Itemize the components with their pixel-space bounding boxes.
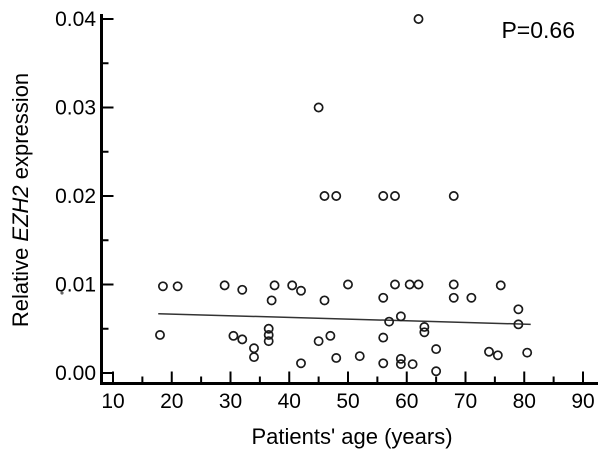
data-point (378, 332, 389, 343)
data-point (172, 281, 183, 292)
p-value-annotation: P=0.66 (501, 17, 575, 43)
data-point (296, 358, 306, 369)
data-point (331, 353, 342, 363)
data-point (263, 323, 274, 334)
data-point (404, 279, 415, 290)
data-point (313, 102, 324, 113)
data-point (378, 292, 389, 303)
data-point (513, 304, 524, 315)
x-axis-tick-label: 30 (219, 390, 242, 413)
y-axis-title-gene: EZH2 (8, 185, 33, 241)
data-point (522, 347, 533, 358)
data-point (313, 336, 324, 347)
x-axis-tick-label: 70 (454, 390, 477, 413)
data-point (319, 191, 330, 201)
data-point (484, 346, 494, 357)
data-point (331, 191, 342, 201)
y-axis-tick-label: 0.03 (55, 97, 96, 120)
data-point (287, 280, 298, 291)
y-axis-tick-label: 0.01 (55, 274, 96, 297)
data-point (269, 280, 280, 291)
data-point (319, 295, 330, 306)
data-point (431, 366, 442, 377)
data-point (395, 311, 406, 322)
x-axis-tick-label: 90 (571, 390, 594, 413)
data-point (263, 336, 274, 347)
data-point (390, 191, 400, 201)
data-point (419, 327, 430, 338)
data-point (448, 279, 459, 290)
data-point (413, 279, 424, 290)
data-point (354, 351, 365, 362)
data-point (249, 343, 259, 354)
data-point (492, 350, 503, 361)
x-axis-title: Patients' age (years) (251, 424, 452, 449)
data-point (325, 330, 336, 341)
data-point (395, 353, 406, 364)
trend-line-group (158, 312, 531, 326)
data-point (390, 279, 400, 290)
data-point (296, 285, 306, 296)
x-axis-tick-label: 40 (278, 390, 301, 413)
y-axis-tick-label: 0.00 (55, 362, 96, 385)
y-axis-tick-label: 0.02 (55, 185, 96, 208)
data-point (466, 292, 477, 303)
data-point (413, 14, 424, 24)
x-axis-tick-label: 60 (395, 390, 418, 413)
y-axis-title: Relative EZH2 expression (8, 73, 33, 327)
data-point (155, 329, 165, 340)
y-axis-title-prefix: Relative (8, 242, 33, 328)
data-point (384, 316, 395, 327)
data-point (431, 344, 442, 355)
trend-line (158, 312, 531, 326)
data-point (237, 284, 248, 295)
data-point (419, 322, 430, 332)
data-point (448, 292, 459, 303)
data-point (448, 191, 459, 201)
data-point (343, 279, 353, 290)
data-point (228, 330, 239, 341)
data-point (157, 281, 168, 292)
data-points-group (155, 14, 533, 377)
axes: 0.00 0.01 0.02 0.03 0.04 10 20 30 40 50 60 70 80 90 (55, 8, 598, 413)
data-point (266, 295, 277, 306)
data-point (263, 329, 274, 340)
data-point (495, 280, 506, 291)
x-axis-tick-label: 10 (101, 390, 124, 413)
data-point (378, 191, 389, 201)
data-point (249, 352, 259, 363)
x-axis-tick-label: 20 (160, 390, 183, 413)
data-point (513, 319, 524, 330)
x-axis-tick-label: 80 (513, 390, 536, 413)
stray-mark-artifact (60, 291, 64, 295)
y-axis-title-suffix: expression (8, 73, 33, 186)
data-point (407, 359, 418, 370)
data-point (219, 280, 230, 291)
data-point (395, 359, 406, 370)
data-point (378, 358, 389, 369)
data-point (237, 334, 248, 345)
x-axis-tick-label: 50 (336, 390, 359, 413)
y-axis-tick-label: 0.04 (55, 8, 96, 31)
